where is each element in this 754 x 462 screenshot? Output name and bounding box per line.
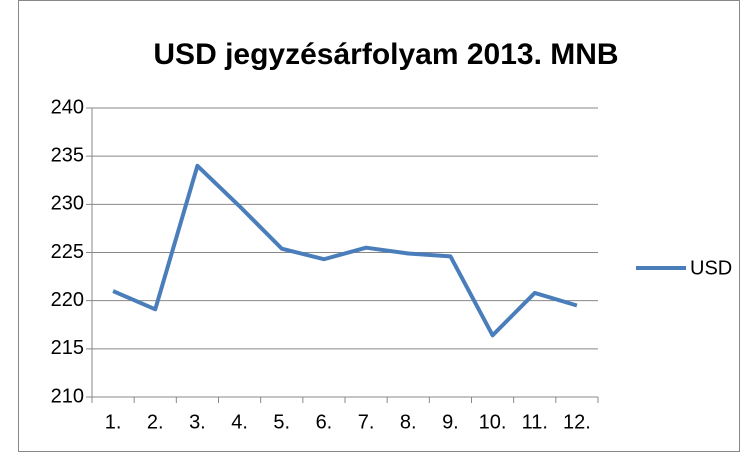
x-tick-label: 5. xyxy=(273,411,290,433)
x-tick-label: 8. xyxy=(400,411,417,433)
y-tick-label: 210 xyxy=(51,385,84,407)
x-tick-label: 3. xyxy=(189,411,206,433)
y-tick-label: 240 xyxy=(51,96,84,118)
chart-frame xyxy=(18,0,740,452)
y-tick-label: 220 xyxy=(51,289,84,311)
x-tick-label: 6. xyxy=(316,411,333,433)
y-tick-label: 230 xyxy=(51,193,84,215)
x-tick-label: 12. xyxy=(563,411,591,433)
data-line xyxy=(112,163,578,338)
y-tick-label: 235 xyxy=(51,144,84,166)
chart-title: USD jegyzésárfolyam 2013. MNB xyxy=(153,38,618,71)
x-tick-label: 11. xyxy=(522,411,548,433)
x-tick-label: 7. xyxy=(358,411,375,433)
x-tick-label: 10. xyxy=(479,411,507,433)
x-tick-label: 1. xyxy=(105,411,122,433)
y-tick-label: 225 xyxy=(51,241,84,263)
legend-label: USD xyxy=(690,257,732,279)
x-tick-label: 4. xyxy=(231,411,248,433)
x-tick-label: 2. xyxy=(147,411,164,433)
y-tick-label: 215 xyxy=(51,337,84,359)
x-tick-label: 9. xyxy=(442,411,459,433)
